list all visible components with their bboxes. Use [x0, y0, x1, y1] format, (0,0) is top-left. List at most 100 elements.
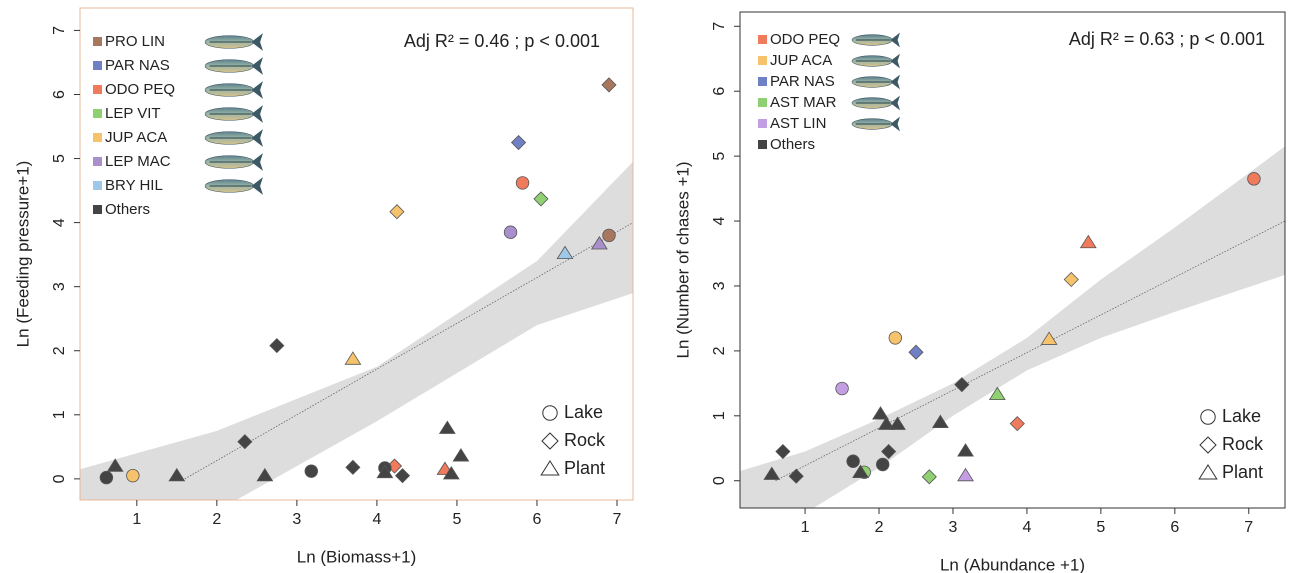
data-point: [788, 468, 804, 484]
x-tick-label: 6: [1170, 519, 1179, 536]
legend-label: Lake: [564, 402, 603, 422]
y-tick-label: 2: [51, 346, 68, 355]
x-tick-label: 7: [1244, 519, 1253, 536]
data-point: [1063, 271, 1079, 288]
legend-swatch: [93, 205, 102, 214]
fit-line: [184, 222, 633, 480]
x-axis-title: Ln (Abundance +1): [940, 555, 1085, 573]
data-point: [556, 245, 574, 260]
fish-tail: [251, 153, 263, 171]
legend-label: Plant: [1222, 462, 1263, 482]
fish-tail: [890, 74, 900, 90]
data-point: [345, 459, 361, 475]
data-point: [763, 466, 781, 480]
x-tick-label: 1: [132, 511, 141, 528]
data-point: [237, 434, 253, 450]
fish-tail: [251, 33, 263, 51]
legend-label: PAR NAS: [105, 57, 170, 74]
legend-label: Others: [770, 136, 815, 153]
fish-icon: [851, 32, 900, 48]
legend-label: LEP VIT: [105, 105, 161, 122]
x-axis-title: Ln (Biomass+1): [297, 547, 417, 566]
data-point: [256, 467, 274, 482]
fish-tail: [251, 129, 263, 147]
data-point: [168, 467, 186, 482]
fish-tail: [890, 53, 900, 69]
y-tick-label: 5: [51, 154, 68, 163]
data-point: [510, 134, 527, 151]
data-point: [1040, 331, 1058, 345]
fish-tail: [251, 105, 263, 123]
legend-swatch: [93, 109, 102, 118]
fish-tail: [890, 116, 900, 132]
y-tick-label: 2: [711, 346, 728, 355]
legend-label: JUP ACA: [105, 129, 167, 146]
legend-marker: [540, 460, 560, 476]
fit-line: [775, 220, 1285, 482]
fish-icon: [851, 116, 900, 132]
x-tick-label: 2: [212, 511, 221, 528]
data-point: [852, 464, 869, 478]
data-point: [835, 381, 849, 396]
legend-label: Plant: [564, 458, 605, 478]
confidence-band: [80, 161, 633, 500]
y-tick-label: 0: [711, 476, 728, 485]
legend-swatch: [93, 37, 102, 46]
legend-swatch: [93, 157, 102, 166]
legend-marker: [541, 432, 559, 450]
legend-label: Lake: [1222, 406, 1261, 426]
legend-marker: [1198, 464, 1218, 480]
data-point: [908, 344, 924, 360]
legend-label: Rock: [564, 430, 606, 450]
y-tick-label: 4: [51, 218, 68, 227]
chart: 1 2 3 4 5 6 7 0 1 2 3 4 5 6 7 Ln (Abundance +1) Ln (Numb…: [673, 11, 1286, 573]
y-tick-label: 5: [711, 152, 728, 161]
data-point: [921, 469, 937, 485]
data-point: [452, 448, 470, 462]
data-point: [344, 351, 362, 365]
fish-icon: [204, 153, 263, 171]
data-point: [846, 454, 860, 468]
data-point: [533, 191, 549, 207]
data-point: [515, 176, 530, 190]
x-tick-label: 3: [949, 519, 958, 536]
legend-swatch: [758, 77, 767, 86]
data-point: [442, 465, 460, 480]
data-point: [389, 204, 405, 220]
annotation: Adj R² = 0.46 ; p < 0.001: [404, 31, 600, 51]
data-point: [872, 406, 889, 420]
data-point: [601, 77, 617, 93]
legend-swatch: [93, 85, 102, 94]
annotation: Adj R² = 0.63 ; p < 0.001: [1069, 29, 1265, 49]
legend-marker: [1200, 409, 1216, 425]
legend-label: BRY HIL: [105, 177, 163, 194]
data-point: [99, 470, 114, 485]
data-point: [394, 468, 411, 484]
fish-icon: [851, 53, 900, 69]
y-axis-title: Ln (Feeding pressure+1): [13, 161, 32, 348]
y-tick-label: 6: [51, 90, 68, 99]
data-point: [503, 225, 518, 239]
y-tick-label: 1: [711, 411, 728, 420]
data-point: [988, 386, 1006, 401]
x-tick-label: 5: [452, 511, 461, 528]
chart: 1 2 3 4 5 6 7 0 1 2 3 4 5 6 7 Ln (Biomass+1) Ln (Feeding…: [13, 7, 634, 566]
x-tick-label: 3: [292, 511, 301, 528]
x-tick-label: 2: [875, 519, 884, 536]
y-axis-title: Ln (Number of chases +1): [673, 161, 692, 358]
fish-icon: [204, 33, 263, 51]
y-tick-label: 7: [711, 22, 728, 31]
data-point: [106, 458, 124, 472]
legend-label: LEP MAC: [105, 153, 171, 170]
data-point: [304, 464, 318, 478]
legend-label: AST MAR: [770, 94, 837, 111]
legend-swatch: [758, 35, 767, 44]
data-point: [1247, 172, 1261, 186]
legend-label: ODO PEQ: [105, 81, 175, 98]
legend-label: JUP ACA: [770, 52, 832, 69]
y-tick-label: 4: [711, 217, 728, 226]
fish-tail: [251, 177, 263, 195]
legend-label: AST LIN: [770, 115, 826, 132]
legend-label: Others: [105, 201, 150, 218]
